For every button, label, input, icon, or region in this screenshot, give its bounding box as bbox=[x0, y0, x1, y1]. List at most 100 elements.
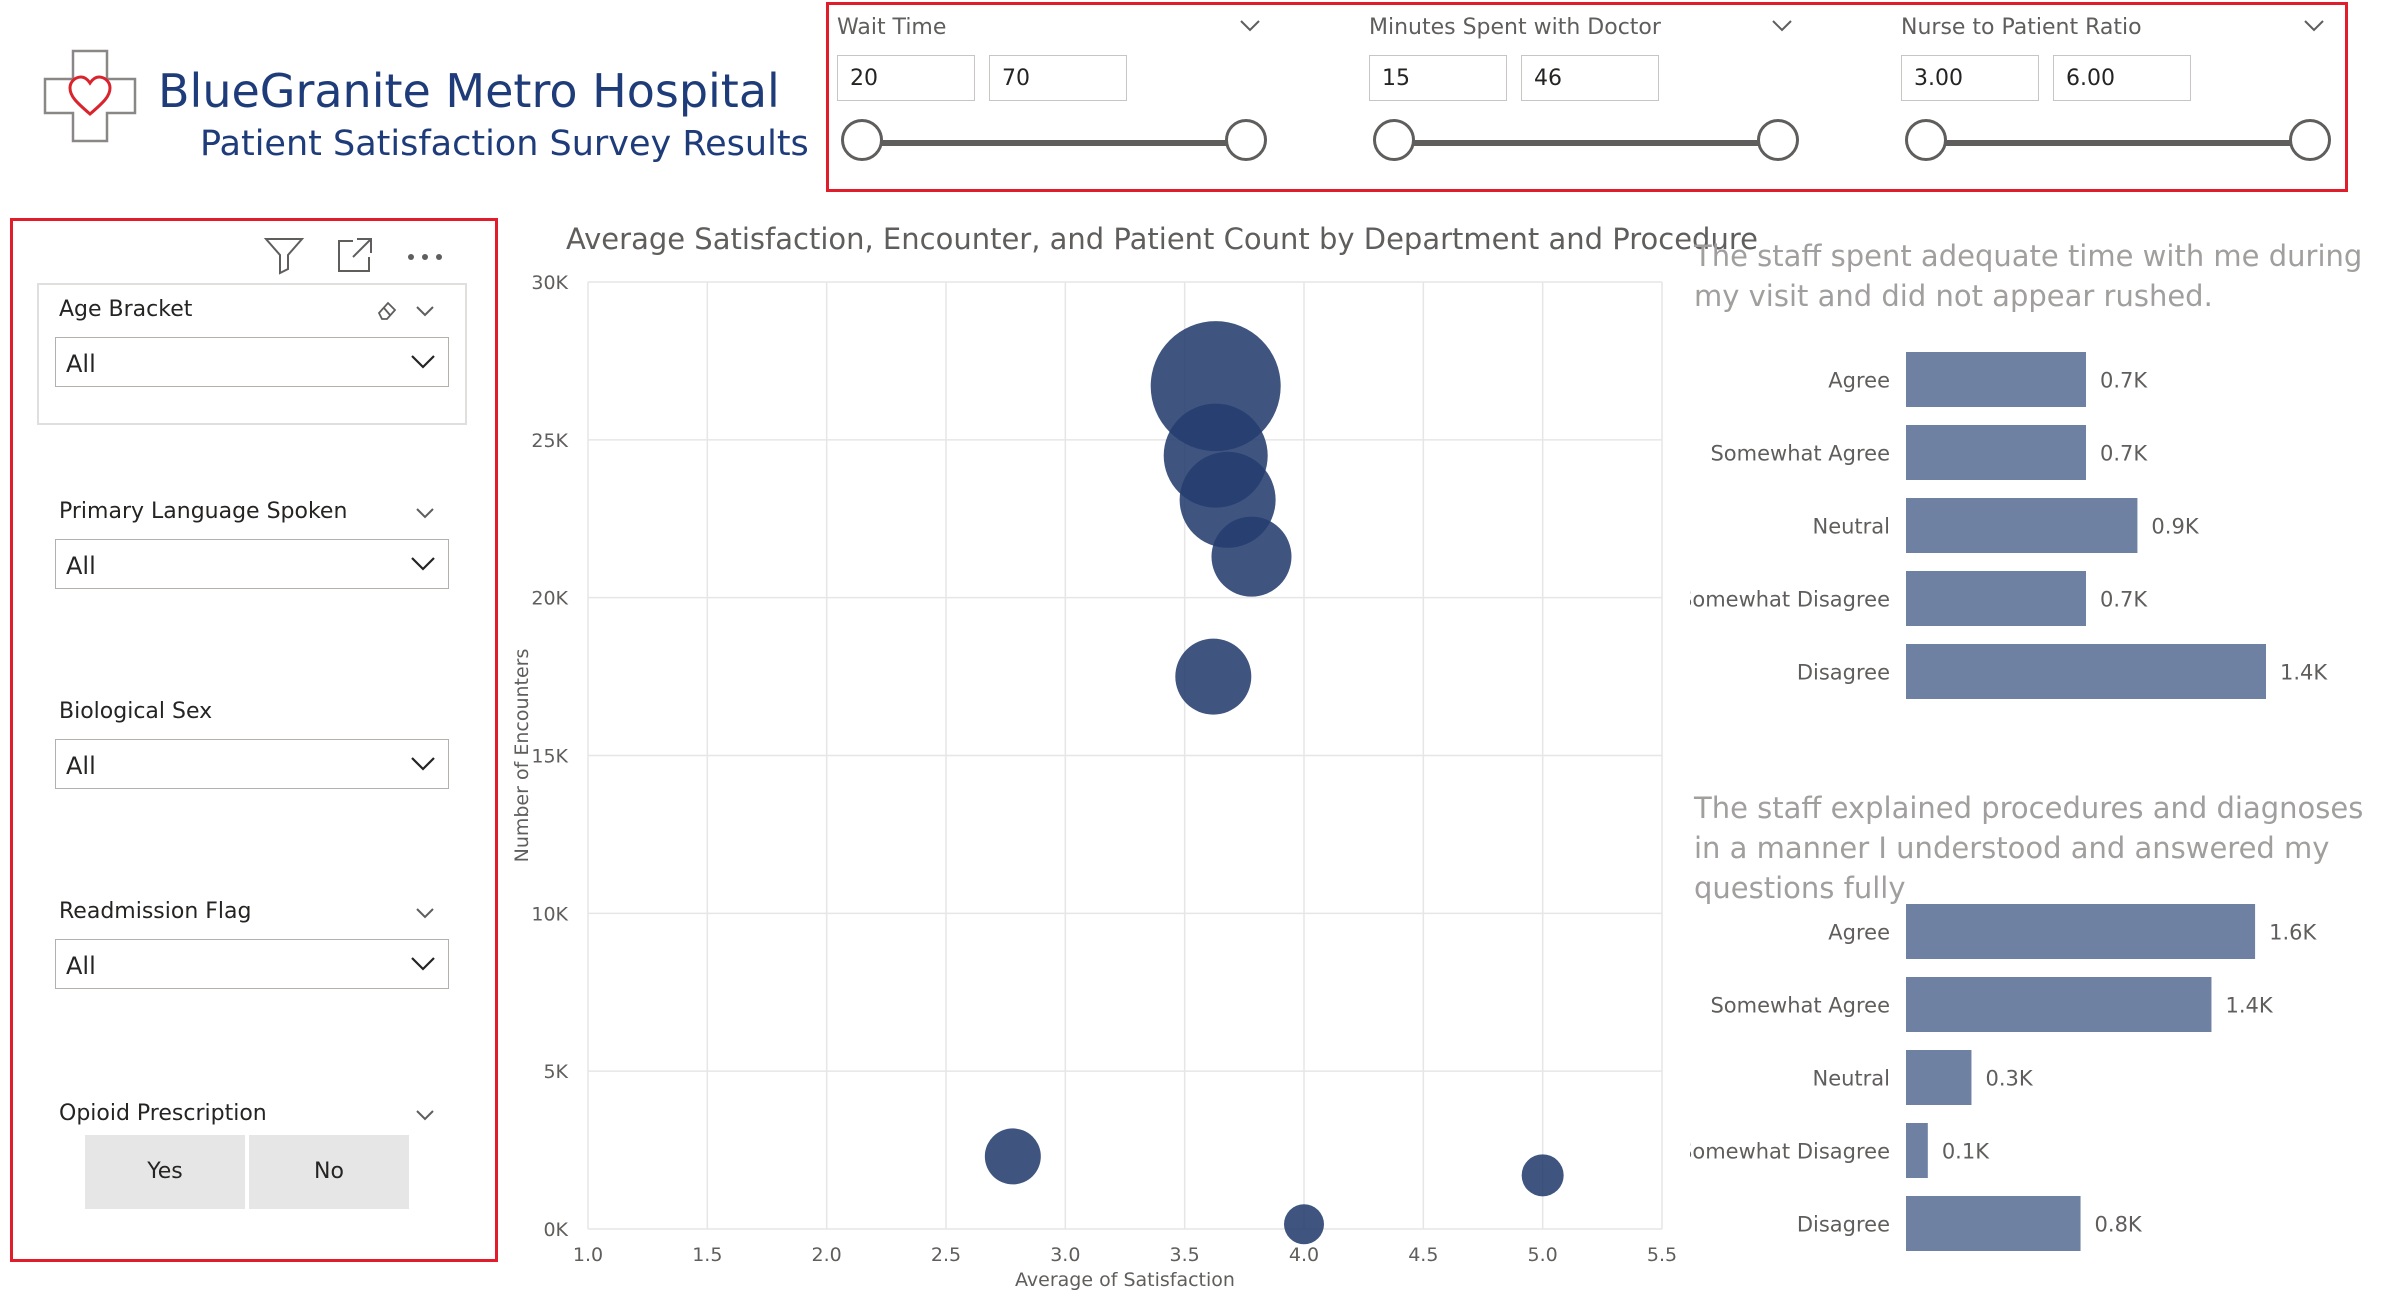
bar-category-label: Disagree bbox=[1797, 1213, 1890, 1237]
minutes-with-doctor-min-handle[interactable] bbox=[1373, 119, 1415, 161]
focus-mode-icon[interactable] bbox=[335, 235, 375, 275]
bar bbox=[1906, 1196, 2081, 1251]
opioid-no-button[interactable]: No bbox=[249, 1135, 409, 1209]
chevron-down-icon[interactable] bbox=[415, 907, 435, 919]
readmission-flag-value: All bbox=[66, 952, 96, 980]
age-bracket-card bbox=[37, 283, 467, 425]
age-bracket-dropdown[interactable]: All bbox=[55, 337, 449, 387]
minutes-with-doctor-max-input[interactable]: 46 bbox=[1521, 55, 1659, 101]
x-tick-label: 1.0 bbox=[573, 1244, 603, 1266]
bubble-chart: 1.0 1.5 2.0 2.5 3.0 3.5 4.0 4.5 5.0 5.5 0K 5K 10K 15K… bbox=[511, 272, 1677, 1291]
y-tick-label: 15K bbox=[531, 746, 568, 768]
readmission-flag-dropdown[interactable]: All bbox=[55, 939, 449, 989]
bar-category-label: Neutral bbox=[1812, 1067, 1890, 1091]
x-tick-label: 5.0 bbox=[1528, 1244, 1558, 1266]
chevron-down-icon bbox=[411, 757, 435, 771]
chevron-down-icon[interactable] bbox=[415, 507, 435, 519]
wait-time-label: Wait Time bbox=[837, 15, 947, 40]
wait-time-track bbox=[865, 140, 1249, 146]
bar-data-label: 0.1K bbox=[1942, 1140, 1990, 1164]
bar-category-label: Agree bbox=[1828, 369, 1890, 393]
x-tick-label: 1.5 bbox=[692, 1244, 722, 1266]
bar bbox=[1906, 904, 2256, 959]
chevron-down-icon[interactable] bbox=[2303, 19, 2325, 33]
chevron-down-icon[interactable] bbox=[1239, 19, 1261, 33]
biological-sex-value: All bbox=[66, 752, 96, 780]
range-slicer-panel: Wait Time 20 70 Minutes Spent with Docto… bbox=[826, 2, 2348, 192]
bar bbox=[1906, 644, 2266, 699]
nurse-patient-ratio-min-handle[interactable] bbox=[1905, 119, 1947, 161]
bar-data-label: 0.3K bbox=[1985, 1067, 2033, 1091]
bubble-point bbox=[1175, 638, 1252, 715]
app-title: BlueGranite Metro Hospital bbox=[158, 64, 780, 118]
minutes-with-doctor-slicer: Minutes Spent with Doctor 15 46 bbox=[1361, 5, 1801, 185]
opioid-yes-button[interactable]: Yes bbox=[85, 1135, 245, 1209]
eraser-icon[interactable] bbox=[375, 299, 399, 321]
primary-language-value: All bbox=[66, 552, 96, 580]
bar-chart-1: Agree 0.7K Somewhat Agree 0.7K Neutral 0.9K So… bbox=[1690, 352, 2328, 699]
chevron-down-icon[interactable] bbox=[1771, 19, 1793, 33]
bar bbox=[1906, 1050, 1972, 1105]
biological-sex-dropdown[interactable]: All bbox=[55, 739, 449, 789]
y-tick-label: 10K bbox=[531, 903, 568, 925]
chevron-down-icon[interactable] bbox=[415, 1109, 435, 1121]
bubble-point bbox=[1163, 403, 1268, 508]
wait-time-min-input[interactable]: 20 bbox=[837, 55, 975, 101]
nurse-patient-ratio-slicer: Nurse to Patient Ratio 3.00 6.00 bbox=[1893, 5, 2333, 185]
wait-time-slicer: Wait Time 20 70 bbox=[829, 5, 1269, 185]
x-tick-label: 2.0 bbox=[812, 1244, 842, 1266]
x-tick-label: 4.0 bbox=[1289, 1244, 1319, 1266]
filter-icon[interactable] bbox=[263, 235, 305, 275]
x-tick-label: 4.5 bbox=[1408, 1244, 1438, 1266]
minutes-with-doctor-track bbox=[1397, 140, 1781, 146]
x-tick-label: 3.5 bbox=[1170, 1244, 1200, 1266]
bar-data-label: 0.7K bbox=[2100, 442, 2148, 466]
minutes-with-doctor-max-handle[interactable] bbox=[1757, 119, 1799, 161]
nurse-patient-ratio-max-input[interactable]: 6.00 bbox=[2053, 55, 2191, 101]
y-tick-label: 20K bbox=[531, 588, 568, 610]
bar-data-label: 0.8K bbox=[2095, 1213, 2143, 1237]
nurse-patient-ratio-track bbox=[1929, 140, 2313, 146]
wait-time-max-handle[interactable] bbox=[1225, 119, 1267, 161]
filter-panel: Age Bracket All Primary Language Spoken … bbox=[10, 218, 498, 1262]
wait-time-max-input[interactable]: 70 bbox=[989, 55, 1127, 101]
bar-category-label: Somewhat Agree bbox=[1710, 442, 1890, 466]
bar bbox=[1906, 571, 2086, 626]
bar-category-label: Somewhat Disagree bbox=[1690, 1140, 1890, 1164]
y-tick-label: 0K bbox=[543, 1219, 568, 1241]
x-axis-title: Average of Satisfaction bbox=[1015, 1269, 1235, 1291]
y-tick-label: 5K bbox=[543, 1061, 568, 1083]
bar-chart-2-title: The staff explained procedures and diagn… bbox=[1694, 791, 2364, 905]
x-tick-label: 5.5 bbox=[1647, 1244, 1677, 1266]
bar-data-label: 1.6K bbox=[2269, 921, 2317, 945]
nurse-patient-ratio-min-input[interactable]: 3.00 bbox=[1901, 55, 2039, 101]
bar-data-label: 0.7K bbox=[2100, 369, 2148, 393]
nurse-patient-ratio-max-handle[interactable] bbox=[2289, 119, 2331, 161]
age-bracket-label: Age Bracket bbox=[59, 297, 193, 322]
more-options-icon[interactable] bbox=[403, 235, 447, 275]
readmission-flag-label: Readmission Flag bbox=[59, 899, 252, 924]
bar-data-label: 0.7K bbox=[2100, 588, 2148, 612]
x-tick-label: 3.0 bbox=[1050, 1244, 1080, 1266]
chevron-down-icon bbox=[411, 557, 435, 571]
minutes-with-doctor-min-input[interactable]: 15 bbox=[1369, 55, 1507, 101]
chevron-down-icon[interactable] bbox=[415, 305, 435, 317]
bubble-chart-title: Average Satisfaction, Encounter, and Pat… bbox=[566, 222, 1758, 256]
x-tick-label: 2.5 bbox=[931, 1244, 961, 1266]
y-axis-title: Number of Encounters bbox=[511, 649, 533, 863]
chevron-down-icon bbox=[411, 957, 435, 971]
minutes-with-doctor-label: Minutes Spent with Doctor bbox=[1369, 15, 1661, 40]
opioid-prescription-label: Opioid Prescription bbox=[59, 1101, 267, 1126]
bar-data-label: 0.9K bbox=[2151, 515, 2199, 539]
primary-language-dropdown[interactable]: All bbox=[55, 539, 449, 589]
wait-time-min-handle[interactable] bbox=[841, 119, 883, 161]
hospital-logo-icon bbox=[43, 49, 137, 143]
bar-category-label: Disagree bbox=[1797, 661, 1890, 685]
bar bbox=[1906, 977, 2212, 1032]
primary-language-label: Primary Language Spoken bbox=[59, 499, 348, 524]
nurse-patient-ratio-label: Nurse to Patient Ratio bbox=[1901, 15, 2142, 40]
bar bbox=[1906, 1123, 1928, 1178]
chevron-down-icon bbox=[411, 355, 435, 369]
bar-data-label: 1.4K bbox=[2225, 994, 2273, 1018]
biological-sex-label: Biological Sex bbox=[59, 699, 213, 724]
